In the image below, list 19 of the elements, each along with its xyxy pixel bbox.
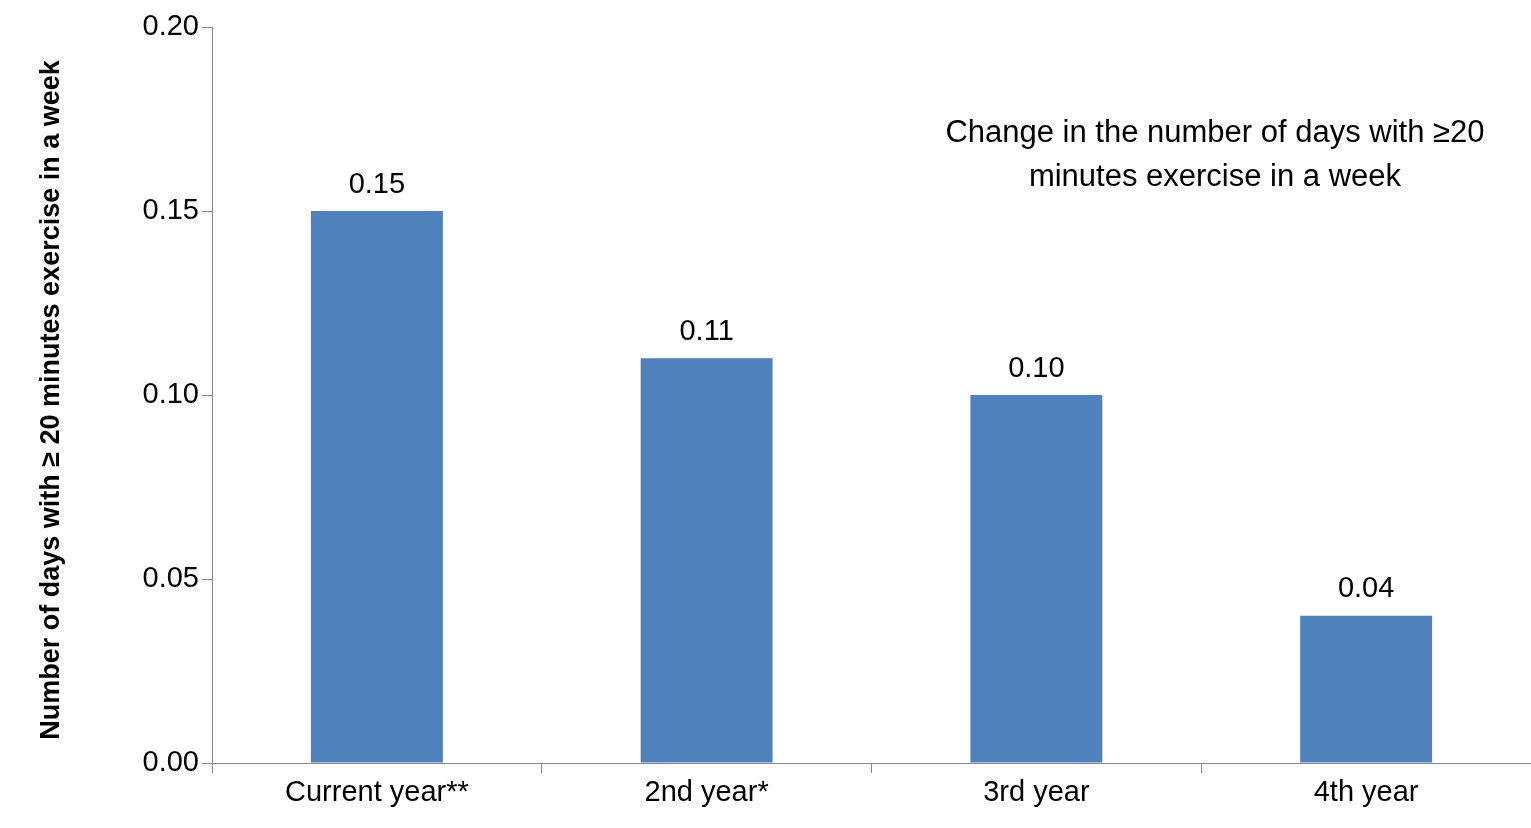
x-tick-label: 3rd year	[983, 775, 1090, 808]
data-label: 0.15	[348, 166, 406, 199]
data-label: 0.04	[1337, 571, 1395, 604]
y-tick-label: 0.00	[142, 745, 199, 777]
annotation: Change in the number of days with ≥20 minutes exercise in a week	[944, 113, 1486, 195]
y-tick-label: 0.15	[142, 193, 199, 225]
y-tick-label: 0.05	[142, 561, 199, 593]
y-axis-title: Number of days with ≥ 20 minutes exercise in a week	[34, 60, 66, 740]
data-label: 0.11	[679, 313, 734, 346]
x-tick-label: 2nd year*	[644, 775, 769, 808]
bar	[970, 395, 1103, 763]
bar	[640, 358, 773, 763]
x-tick-label: 4th year	[1313, 775, 1419, 808]
bar	[1300, 615, 1433, 763]
bar	[310, 211, 443, 763]
y-tick-label: 0.20	[142, 9, 199, 41]
x-tick-label: Current year**	[285, 775, 469, 808]
data-label: 0.10	[1008, 350, 1065, 383]
y-tick-label: 0.10	[142, 377, 199, 409]
